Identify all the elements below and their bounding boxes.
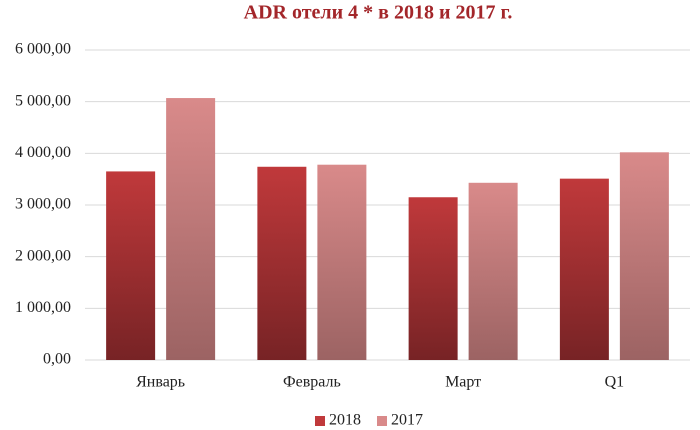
x-tick-label: Q1 bbox=[605, 374, 625, 391]
bar bbox=[619, 152, 669, 360]
y-tick-label: 3 000,00 bbox=[15, 196, 71, 213]
y-tick-label: 6 000,00 bbox=[15, 41, 71, 58]
bar bbox=[317, 164, 367, 360]
bar bbox=[559, 178, 609, 360]
x-tick-label: Январь bbox=[136, 374, 185, 391]
bar bbox=[106, 171, 156, 360]
y-tick-label: 1 000,00 bbox=[15, 299, 71, 316]
chart-title: ADR отели 4 * в 2018 и 2017 г. bbox=[244, 2, 513, 24]
y-tick-label: 0,00 bbox=[43, 351, 71, 368]
x-tick-label: Февраль bbox=[283, 374, 341, 391]
bar bbox=[468, 182, 518, 360]
legend-label: 2018 bbox=[329, 412, 361, 429]
y-tick-label: 2 000,00 bbox=[15, 247, 71, 264]
x-tick-label: Март bbox=[445, 374, 481, 391]
bar bbox=[166, 98, 216, 361]
legend-label: 2017 bbox=[391, 412, 423, 429]
legend-swatch bbox=[377, 416, 387, 426]
bar bbox=[257, 166, 307, 360]
y-tick-label: 4 000,00 bbox=[15, 144, 71, 161]
y-tick-label: 5 000,00 bbox=[15, 92, 71, 109]
bar bbox=[408, 197, 458, 360]
legend-swatch bbox=[315, 416, 325, 426]
